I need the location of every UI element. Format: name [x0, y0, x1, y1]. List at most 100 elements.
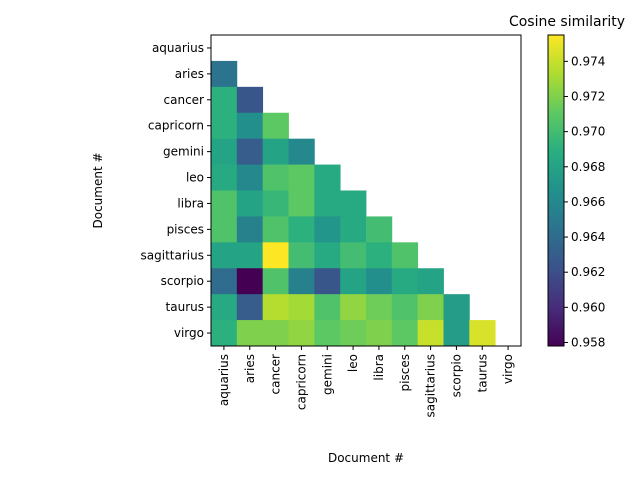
y-tick-label-libra: libra: [177, 196, 204, 210]
heatmap-cell-taurus-aries: [236, 294, 264, 321]
heatmap-cell-leo-gemini: [314, 164, 341, 191]
heatmap-cell-virgo-sagittarius: [417, 320, 444, 347]
heatmap-cell-virgo-pisces: [391, 320, 419, 347]
y-axis-ticks: aquarius aries cancer capricorn gemini leo lib…: [141, 41, 211, 340]
heatmap-cell-libra-capricorn: [288, 190, 315, 217]
heatmap-cell-pisces-libra: [366, 216, 393, 243]
colorbar-ticks: 0.958 0.960 0.962 0.964 0.966 0.968 0.970 0.972…: [564, 54, 605, 349]
heatmap-cell-sagittarius-gemini: [314, 242, 341, 269]
x-tick-label-capricorn: capricorn: [294, 354, 308, 410]
x-tick-label-gemini: gemini: [320, 354, 334, 395]
colorbar-tick-label: 0.962: [571, 265, 605, 279]
x-tick-label-cancer: cancer: [269, 354, 283, 395]
heatmap-cell-taurus-sagittarius: [417, 294, 444, 321]
heatmap-cell-taurus-cancer: [262, 294, 289, 321]
y-tick-label-gemini: gemini: [163, 145, 204, 159]
heatmap-cell-virgo-aquarius: [211, 320, 238, 347]
heatmap-cell-virgo-leo: [340, 320, 367, 347]
x-tick-label-aries: aries: [243, 354, 257, 383]
heatmap-cell-scorpio-cancer: [262, 268, 289, 295]
heatmap-cell-leo-cancer: [262, 164, 289, 191]
heatmap-cell-scorpio-capricorn: [288, 268, 315, 295]
heatmap-cell-pisces-cancer: [262, 216, 289, 243]
heatmap-cell-taurus-pisces: [391, 294, 419, 321]
heatmap-cell-sagittarius-aries: [236, 242, 264, 269]
heatmap-cell-sagittarius-leo: [340, 242, 367, 269]
heatmap-cell-cancer-aquarius: [211, 86, 238, 114]
y-tick-label-leo: leo: [186, 171, 204, 185]
heatmap-cell-sagittarius-libra: [366, 242, 393, 269]
colorbar-tick-label: 0.966: [571, 195, 605, 209]
heatmap-cell-gemini-cancer: [262, 138, 289, 165]
heatmap-cell-aries-aquarius: [211, 60, 238, 88]
heatmap-cell-libra-leo: [340, 190, 367, 217]
plot-frame: [210, 34, 522, 347]
colorbar: [547, 34, 565, 347]
heatmap-cell-scorpio-sagittarius: [417, 268, 444, 295]
heatmap-cell-virgo-capricorn: [288, 320, 315, 347]
heatmap-cell-taurus-aquarius: [211, 294, 238, 321]
colorbar-tick-label: 0.960: [571, 300, 605, 314]
heatmap-cell-taurus-libra: [366, 294, 393, 321]
heatmap-cell-sagittarius-aquarius: [211, 242, 238, 269]
heatmap-cell-virgo-scorpio: [443, 320, 470, 347]
heatmap-cell-scorpio-pisces: [391, 268, 419, 295]
y-tick-label-aries: aries: [175, 67, 204, 81]
x-axis-label: Document #: [328, 451, 404, 465]
y-tick-label-cancer: cancer: [164, 93, 205, 107]
colorbar-tick-label: 0.972: [571, 90, 605, 104]
y-tick-label-virgo: virgo: [174, 326, 204, 340]
heatmap-cell-gemini-aquarius: [211, 138, 238, 165]
heatmap-cell-taurus-gemini: [314, 294, 341, 321]
heatmap-cell-virgo-libra: [366, 320, 393, 347]
x-tick-label-pisces: pisces: [398, 354, 412, 391]
y-tick-label-sagittarius: sagittarius: [141, 248, 204, 262]
heatmap-cell-virgo-aries: [236, 320, 264, 347]
y-axis-label: Document #: [91, 152, 105, 228]
heatmap-cell-pisces-aquarius: [211, 216, 238, 243]
heatmap-cell-gemini-capricorn: [288, 138, 315, 165]
y-tick-label-taurus: taurus: [166, 300, 204, 314]
heatmap-cell-taurus-leo: [340, 294, 367, 321]
y-tick-label-pisces: pisces: [167, 222, 204, 236]
y-tick-label-capricorn: capricorn: [148, 119, 204, 133]
heatmap-cell-sagittarius-pisces: [391, 242, 419, 269]
colorbar-tick-label: 0.970: [571, 125, 605, 139]
x-tick-label-virgo: virgo: [501, 354, 515, 384]
x-tick-label-leo: leo: [346, 354, 360, 372]
heatmap-cells: [211, 60, 496, 347]
heatmap-cell-virgo-cancer: [262, 320, 289, 347]
heatmap-cell-cancer-aries: [236, 86, 264, 114]
x-tick-label-scorpio: scorpio: [449, 354, 463, 397]
heatmap-cell-libra-aquarius: [211, 190, 238, 217]
x-tick-label-aquarius: aquarius: [217, 354, 231, 406]
heatmap-cell-scorpio-gemini: [314, 268, 341, 295]
heatmap-cell-leo-aquarius: [211, 164, 238, 191]
heatmap-cell-libra-cancer: [262, 190, 289, 217]
heatmap-cell-libra-gemini: [314, 190, 341, 217]
heatmap-cell-pisces-capricorn: [288, 216, 315, 243]
heatmap-cell-capricorn-cancer: [262, 112, 289, 140]
heatmap-cell-virgo-taurus: [469, 320, 496, 347]
x-tick-label-taurus: taurus: [475, 354, 489, 392]
colorbar-tick-label: 0.968: [571, 160, 605, 174]
y-tick-label-scorpio: scorpio: [161, 274, 204, 288]
x-axis-ticks: aquarius aries cancer capricorn gemini leo lib…: [217, 346, 515, 417]
heatmap-cell-capricorn-aquarius: [211, 112, 238, 140]
heatmap-cell-leo-aries: [236, 164, 264, 191]
heatmap-cell-virgo-gemini: [314, 320, 341, 347]
heatmap-cell-taurus-capricorn: [288, 294, 315, 321]
x-tick-label-libra: libra: [372, 354, 386, 381]
heatmap-cell-libra-aries: [236, 190, 264, 217]
heatmap-cell-sagittarius-cancer: [262, 242, 289, 269]
heatmap-cell-scorpio-aries: [236, 268, 264, 295]
heatmap-cell-pisces-aries: [236, 216, 264, 243]
heatmap-cell-pisces-gemini: [314, 216, 341, 243]
heatmap-cell-scorpio-libra: [366, 268, 393, 295]
colorbar-tick-label: 0.974: [571, 54, 605, 68]
heatmap-cell-scorpio-leo: [340, 268, 367, 295]
y-tick-label-aquarius: aquarius: [152, 41, 204, 55]
heatmap-cell-capricorn-aries: [236, 112, 264, 140]
